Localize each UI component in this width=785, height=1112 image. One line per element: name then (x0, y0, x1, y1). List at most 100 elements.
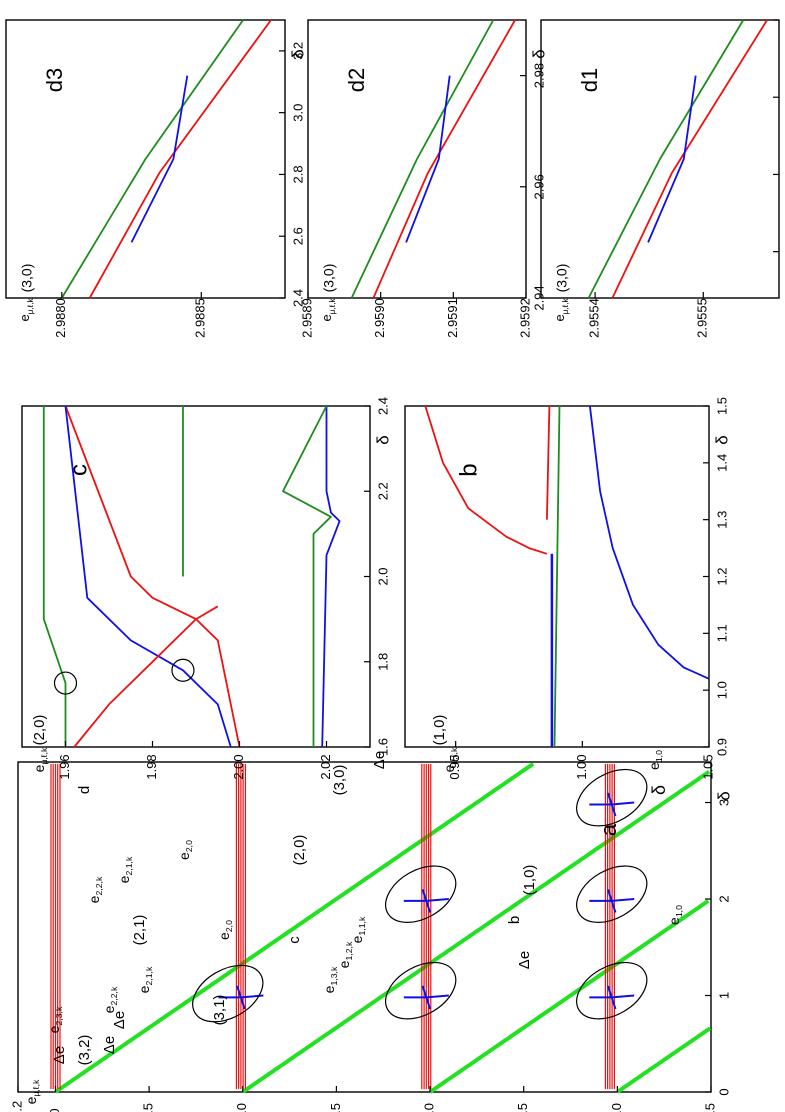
annotation-text: (2,1) (131, 915, 148, 946)
series-line-blue-2 (64, 405, 232, 748)
annotation-delta: Δe (516, 951, 533, 969)
crossing-blue (589, 898, 635, 902)
crossing-blue (218, 994, 264, 999)
series-line-green (61, 19, 244, 299)
series-line-red (372, 19, 516, 299)
x-axis-label: δ (288, 49, 307, 58)
xtick-label: 1.4 (714, 454, 729, 472)
x-axis-label: δ (373, 435, 392, 444)
annotation-energy-label: e2,1,k (136, 966, 155, 993)
crossing-circle (171, 658, 195, 682)
panel-label: d1 (577, 68, 602, 92)
annotation-energy-label: e1,0 (646, 750, 665, 770)
annotation-energy-label: e2,2,k (101, 986, 120, 1013)
y-axis-label: eμ,ℓ,k (552, 298, 569, 322)
ytick-label: 1.5 (328, 1103, 343, 1112)
ytick-label: 2.9554 (587, 298, 602, 338)
annotation-text: (2,0) (291, 835, 308, 866)
crossing-blue (403, 994, 449, 999)
xtick-label: 2.6 (290, 227, 305, 245)
panel-d3-ticks: 2.9880 2.9885 2.4 2.6 2.8 3.0 3.2δ e (3,0) d3 eμ,ℓ… (5, 42, 307, 338)
xtick-label: 1.5 (714, 397, 729, 415)
xtick-label: 3.0 (290, 104, 305, 122)
annotation-delta: Δe (371, 751, 388, 769)
panel-a-frame (17, 761, 712, 1093)
annotation-delta: Δe (101, 1036, 118, 1054)
series-line-blue (405, 75, 451, 243)
xtick-label: 3.2 (290, 42, 305, 60)
annotation-energy-label: e2,3,k (46, 1006, 65, 1033)
ytick-label: 2.0 (421, 1103, 436, 1112)
spacer: e (404, 746, 406, 747)
ytick-label: 0 (47, 1108, 62, 1112)
annotation-delta: Δe (51, 1046, 68, 1064)
xtick-label: 1.1 (714, 624, 729, 642)
y-axis-label: eμ,ℓ,k (23, 1079, 42, 1104)
annotation-energy-label: e2,0 (216, 920, 235, 940)
series-line-blue (321, 406, 341, 748)
y-axis-label-c: eμ,ℓ,k (31, 747, 50, 772)
panel-c-ticks: 1.96 1.98 2.00 2.02 1.6 1.8 2.0 2.2 2.4 δ e (2,0) c e… (21, 397, 392, 780)
annotation-energy-label: e1,1,k (349, 916, 368, 943)
x-axis-label: δ (782, 49, 785, 58)
ytick-label: 1.0 (234, 1103, 249, 1112)
series-line-green (350, 19, 495, 299)
annotation-text: (1,0) (521, 865, 538, 896)
panel-label-c: c (65, 464, 92, 476)
xtick-label: 2.98 (531, 63, 546, 88)
annotation-energy-label: e1,2,k (336, 941, 355, 968)
crossing-ellipse (576, 865, 648, 923)
series-line-red (424, 405, 548, 555)
panel-c-data (42, 405, 341, 748)
crossing-ellipse (385, 865, 457, 923)
annotation-energy-label: e1,3,k (321, 966, 340, 993)
series-line-green (587, 19, 745, 299)
ytick-label: -0.2 (9, 1101, 24, 1112)
series-line-green (282, 405, 332, 747)
panel-d1-data (587, 19, 768, 299)
annotation-energy-label: e2,2,k (86, 876, 105, 903)
corner-label-b: (1,0) (431, 715, 448, 746)
panel-label: d3 (42, 68, 67, 92)
panel-d2-data (350, 19, 516, 299)
ytick-label: 2.9590 (372, 298, 387, 338)
panel-a-data (50, 762, 712, 1094)
panel-label-a: a (596, 823, 621, 836)
xtick-label: 0 (716, 1088, 731, 1095)
series-line-e_{2,3,k} (616, 1026, 712, 1094)
crossing-ellipse (192, 964, 264, 1023)
annotation-energy-label: e1,0 (666, 905, 685, 925)
ytick-label: 0.5 (141, 1103, 156, 1112)
xtick-label: 2.4 (375, 397, 390, 415)
ytick-label: 1.00 (574, 754, 589, 779)
panel-b-ticks: 0.95 1.00 1.050.9 1.0 1.1 1.2 1.3 1.4 1.5 δ e (1,0)… (404, 397, 731, 780)
panel-d3-data (61, 19, 272, 299)
corner-label: (3,0) (321, 264, 337, 293)
panel-a-ticks: -0.2 0 0.5 1.0 1.5 2.0 2.5 3.0 3.5 0 1 2 3δ e eμ,ℓ,k (9, 791, 733, 1112)
xtick-label: 2.2 (375, 482, 390, 500)
series-line-red (88, 19, 272, 299)
xtick-label: 2 (716, 895, 731, 902)
y-axis-label: eμ,ℓ,k (17, 298, 34, 322)
ytick-label: 2.9885 (193, 298, 208, 338)
ytick-label: 2.9555 (695, 298, 710, 338)
xtick-label: 1.0 (714, 681, 729, 699)
spacer: e (540, 297, 542, 298)
corner-label: (3,0) (554, 264, 570, 293)
annotation-text: (3,1) (211, 995, 228, 1026)
annotation-text: d (76, 786, 93, 794)
series-line-blue (589, 405, 710, 680)
panel-label-b: b (455, 463, 482, 476)
y-axis-label: eμ,ℓ,k (319, 298, 336, 322)
ytick-label: 3.0 (609, 1103, 624, 1112)
ytick-label: 2.5 (515, 1103, 530, 1112)
panel-d1: 2.95542.95552.9552.9602.9652.970δe(3,0)d… (540, 4, 785, 338)
crossing-circle (53, 671, 78, 695)
ytick-label: 0.95 (447, 754, 462, 779)
x-axis-label: δ (529, 49, 548, 58)
annotation-delta: Δe (111, 1011, 128, 1029)
